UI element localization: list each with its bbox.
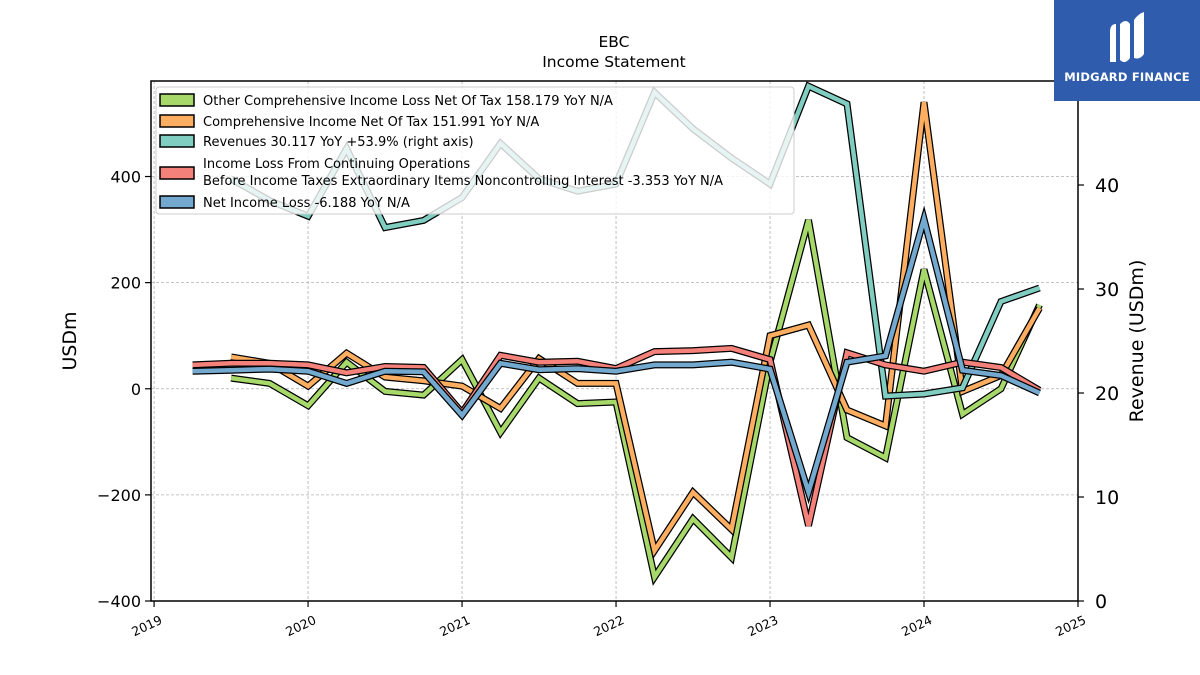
series-outline-1	[230, 219, 1043, 586]
legend-swatch-1	[159, 93, 195, 107]
y-axis-label: USDm	[59, 311, 81, 370]
series-line-5	[192, 210, 1041, 500]
y-tick-label: 200	[110, 274, 141, 293]
x-tick-label: 2019	[129, 612, 164, 639]
y-right-tick-label: 10	[1095, 487, 1119, 509]
legend-label-2: Comprehensive Income Net Of Tax 151.991 …	[203, 115, 539, 130]
x-tick-label: 2024	[899, 612, 934, 639]
y-right-tick-label: 40	[1095, 175, 1119, 197]
brand-logo: MIDGARD FINANCE	[1054, 0, 1200, 101]
x-tick-label: 2023	[745, 612, 780, 639]
x-tick-label: 2025	[1053, 612, 1088, 639]
legend-swatch-4	[159, 166, 195, 180]
logo-icon	[1110, 12, 1144, 63]
y-right-tick-label: 20	[1095, 383, 1119, 405]
y-tick-label: −400	[97, 592, 141, 611]
legend-label-5: Net Income Loss -6.188 YoY N/A	[203, 196, 410, 211]
legend-label-3: Revenues 30.117 YoY +53.9% (right axis)	[203, 135, 474, 150]
legend-label-4-line-2: Before Income Taxes Extraordinary Items …	[203, 174, 723, 189]
y-axis-right-label: Revenue (USDm)	[1126, 260, 1148, 423]
brand-name: MIDGARD FINANCE	[1064, 70, 1190, 84]
y-tick-label: −200	[97, 486, 141, 505]
y-right-tick-label: 0	[1095, 591, 1107, 613]
legend-label-1: Other Comprehensive Income Loss Net Of T…	[203, 94, 613, 109]
x-tick-label: 2022	[591, 612, 626, 639]
legend: Other Comprehensive Income Loss Net Of T…	[155, 86, 795, 215]
legend-swatch-2	[159, 114, 195, 128]
x-tick-label: 2020	[283, 612, 318, 639]
x-tick-label: 2021	[437, 612, 472, 639]
y-tick-label: 400	[110, 168, 141, 187]
chart-subtitle: Income Statement	[542, 53, 686, 71]
y-right-tick-label: 30	[1095, 279, 1119, 301]
legend-label-4-line-1: Income Loss From Continuing Operations	[203, 157, 470, 172]
legend-swatch-3	[159, 134, 195, 148]
plot-frame	[150, 80, 1079, 602]
legend-swatch-5	[159, 195, 195, 209]
y-tick-label: 0	[131, 380, 141, 399]
chart-title: EBC	[599, 33, 630, 51]
series-line-1	[230, 219, 1042, 583]
legend-box	[155, 86, 795, 215]
series-line-2	[230, 101, 1042, 557]
